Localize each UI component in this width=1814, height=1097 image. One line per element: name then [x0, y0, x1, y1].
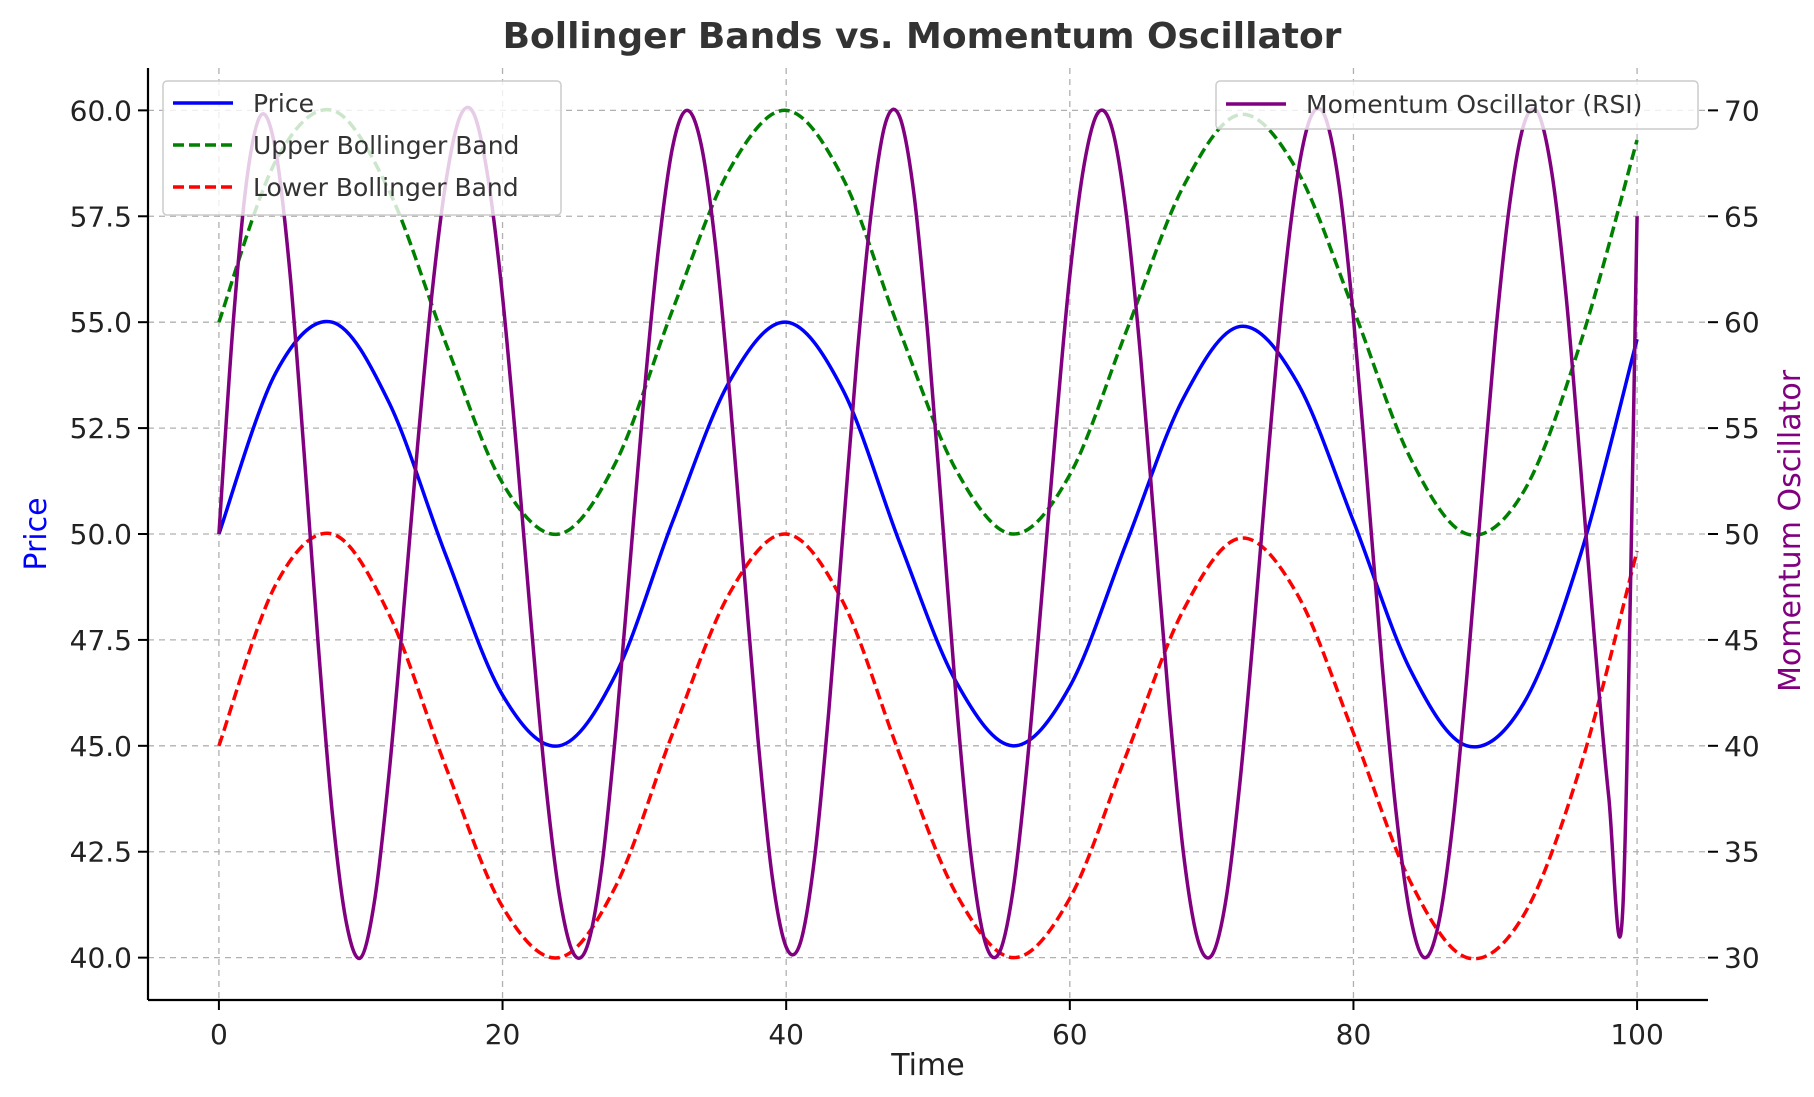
y-tick-label-right: 70: [1724, 94, 1760, 127]
x-tick-label: 0: [210, 1018, 228, 1051]
legend-label-upper: Upper Bollinger Band: [253, 131, 519, 160]
y-axis-label-right: Momentum Oscillator: [1773, 369, 1808, 692]
y-tick-label-left: 60.0: [70, 94, 132, 127]
price-line: [217, 319, 1639, 749]
x-axis-label: Time: [890, 1048, 964, 1083]
y-tick-label-left: 57.5: [70, 200, 132, 233]
x-tick-label: 20: [485, 1018, 521, 1051]
legend-left-box: [162, 80, 562, 216]
legend-label-price: Price: [253, 89, 314, 118]
y-axis-label-left: Price: [19, 497, 54, 570]
upper-band-line: [217, 107, 1639, 537]
y-tick-label-left: 47.5: [70, 624, 132, 657]
y-tick-label-right: 60: [1724, 306, 1760, 339]
lower-band-line: [217, 531, 1639, 961]
y-tick-label-left: 40.0: [70, 942, 132, 975]
y-tick-label-right: 30: [1724, 942, 1760, 975]
y-tick-label-left: 50.0: [70, 518, 132, 551]
tick-marks: 0 20 40 60 80 100 40.0 42.5 45.0 47.5 50.0 52.5 55.0…: [70, 94, 1760, 1051]
series-lines: [217, 105, 1639, 961]
y-tick-label-left: 45.0: [70, 730, 132, 763]
legend-right-box: [1215, 80, 1699, 130]
legend-label-lower: Lower Bollinger Band: [253, 173, 519, 202]
y-tick-label-right: 35: [1724, 836, 1760, 869]
legend-right: Momentum Oscillator (RSI): [1215, 80, 1699, 130]
y-tick-label-right: 55: [1724, 412, 1760, 445]
x-tick-label: 80: [1336, 1018, 1372, 1051]
y-tick-label-right: 45: [1724, 624, 1760, 657]
y-tick-label-left: 42.5: [70, 836, 132, 869]
chart-title: Bollinger Bands vs. Momentum Oscillator: [503, 16, 1342, 57]
legend-left: Price Upper Bollinger Band Lower Bolling…: [162, 80, 562, 216]
y-tick-label-left: 52.5: [70, 412, 132, 445]
x-tick-label: 60: [1052, 1018, 1088, 1051]
y-tick-label-right: 50: [1724, 518, 1760, 551]
y-tick-label-left: 55.0: [70, 306, 132, 339]
x-tick-label: 40: [768, 1018, 804, 1051]
legend-label-momentum: Momentum Oscillator (RSI): [1306, 90, 1642, 119]
y-tick-label-right: 65: [1724, 200, 1760, 233]
x-tick-label: 100: [1610, 1018, 1663, 1051]
y-tick-label-right: 40: [1724, 730, 1760, 763]
